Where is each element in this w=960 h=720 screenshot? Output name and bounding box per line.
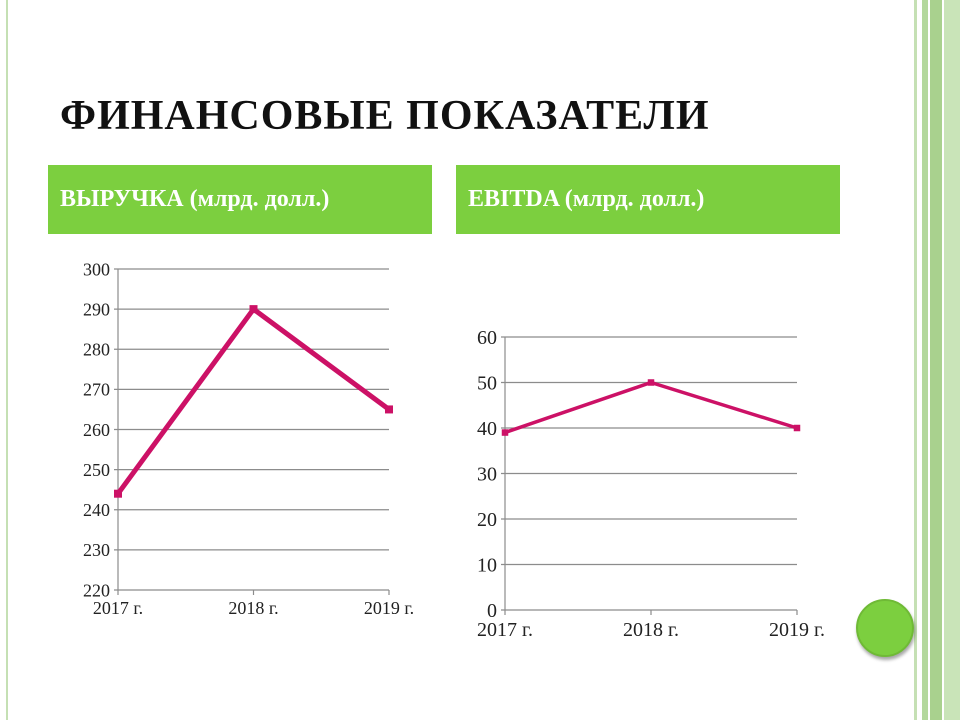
y-tick-label: 280	[83, 340, 110, 360]
y-tick-label: 240	[83, 500, 110, 520]
y-tick-label: 60	[477, 327, 497, 349]
x-tick-label: 2019 г.	[769, 619, 825, 641]
green-circle-decoration	[856, 599, 914, 657]
series-line	[504, 380, 798, 435]
revenue-panel-header: ВЫРУЧКА (млрд. долл.)	[48, 165, 432, 234]
data-point	[385, 405, 393, 414]
y-tick-label: 220	[83, 580, 110, 600]
y-tick-label: 260	[83, 420, 110, 440]
data-point	[114, 489, 122, 498]
y-tick-label: 10	[477, 555, 497, 577]
y-tick-label: 30	[477, 464, 497, 486]
x-tick-label: 2018 г.	[228, 598, 278, 618]
x-tick-label: 2017 г.	[93, 598, 143, 618]
x-tick-label: 2019 г.	[364, 598, 414, 618]
data-point	[647, 379, 655, 386]
y-tick-label: 230	[83, 540, 110, 560]
left-frame-line	[6, 0, 8, 720]
x-tick-label: 2018 г.	[623, 619, 679, 641]
y-tick-label: 50	[477, 373, 497, 395]
y-tick-label: 270	[83, 380, 110, 400]
y-tick-label: 300	[83, 259, 110, 279]
ebitda-panel-header: EBITDA (млрд. долл.)	[456, 165, 840, 234]
data-point	[501, 429, 509, 436]
y-tick-label: 250	[83, 460, 110, 480]
page-title: ФИНАНСОВЫЕ ПОКАЗАТЕЛИ	[60, 93, 710, 139]
y-tick-label: 290	[83, 299, 110, 319]
y-tick-label: 40	[477, 418, 497, 440]
y-tick-label: 20	[477, 509, 497, 531]
x-tick-label: 2017 г.	[477, 619, 533, 641]
decorative-stripes	[914, 0, 960, 720]
data-point	[793, 424, 801, 432]
y-tick-label: 0	[487, 600, 497, 622]
data-point	[249, 305, 258, 314]
